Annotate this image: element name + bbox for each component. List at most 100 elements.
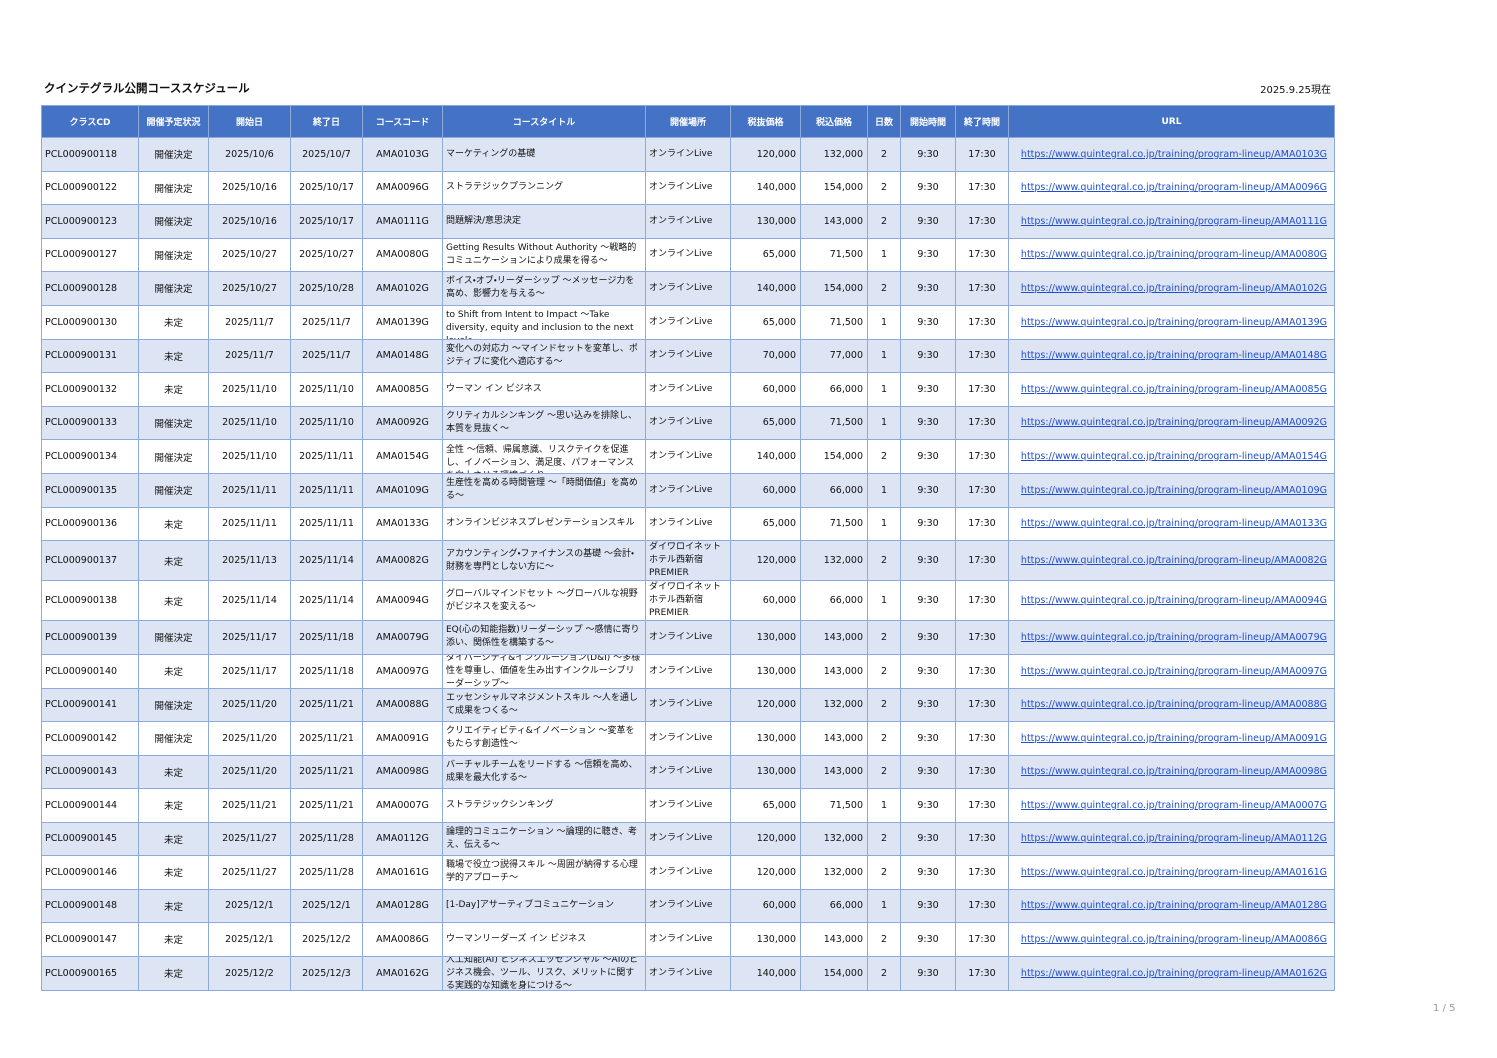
title-cell: [1-Day]アサーティブコミュニケーション — [442, 888, 646, 923]
course-link[interactable]: https://www.quintegral.co.jp/training/pr… — [1020, 833, 1327, 845]
course-link[interactable]: https://www.quintegral.co.jp/training/pr… — [1020, 732, 1327, 744]
course-link[interactable]: https://www.quintegral.co.jp/training/pr… — [1020, 350, 1327, 362]
course-title: [1-Day]アサーティブコミュニケーション — [446, 900, 615, 911]
table-cell: 143,000 — [800, 721, 868, 756]
course-link[interactable]: https://www.quintegral.co.jp/training/pr… — [1020, 316, 1327, 328]
table-cell: 2025/11/20 — [208, 721, 291, 756]
table-cell: PCL000900133 — [41, 405, 139, 440]
course-link[interactable]: https://www.quintegral.co.jp/training/pr… — [1020, 555, 1327, 566]
title-cell: バーチャルチームをリードする ～信頼を高め、成果を最大化する～ — [442, 754, 646, 789]
url-cell: https://www.quintegral.co.jp/training/pr… — [1008, 653, 1335, 689]
table-cell: 1 — [867, 788, 901, 823]
title-cell: ボイス・オブ・リーダーシップ ～メッセージ力を高め、影響力を与える～ — [442, 271, 646, 306]
url-cell: https://www.quintegral.co.jp/training/pr… — [1008, 620, 1335, 655]
course-link[interactable]: https://www.quintegral.co.jp/training/pr… — [1020, 282, 1327, 294]
table-cell: 120,000 — [730, 855, 801, 890]
header-row: クラスCD 開催予定状況 開始日 終了日 コースコード コースタイトル 開催場所 税抜価格 税込… — [41, 105, 1335, 138]
table-cell: 143,000 — [800, 620, 868, 655]
table-cell: 2025/11/7 — [290, 338, 363, 373]
table-cell: AMA0162G — [362, 955, 443, 991]
table-row: PCL000900144 未定 2025/11/21 2025/11/21 AMA000… — [41, 788, 1335, 823]
table-cell: 開催決定 — [138, 620, 209, 655]
table-row: PCL000900165 未定 2025/12/2 2025/12/3 AMA0162G… — [41, 955, 1335, 991]
table-cell: 未定 — [138, 955, 209, 991]
table-cell: 開催決定 — [138, 405, 209, 440]
course-link[interactable]: https://www.quintegral.co.jp/training/pr… — [1020, 799, 1327, 811]
course-link[interactable]: https://www.quintegral.co.jp/training/pr… — [1020, 148, 1327, 160]
table-cell: 143,000 — [800, 754, 868, 789]
course-link[interactable]: https://www.quintegral.co.jp/training/pr… — [1020, 665, 1327, 677]
table-cell: 154,000 — [800, 170, 868, 205]
course-link[interactable]: https://www.quintegral.co.jp/training/pr… — [1020, 631, 1327, 643]
course-title: ストラテジックプランニング — [446, 182, 564, 193]
table-row: PCL000900134 開催決定 2025/11/10 2025/11/11 AMA0… — [41, 439, 1335, 474]
column-header: クラスCD — [41, 105, 139, 138]
table-cell: 65,000 — [730, 506, 801, 541]
table-cell: 17:30 — [955, 237, 1009, 272]
table-cell: 17:30 — [955, 922, 1009, 957]
table-cell: 140,000 — [730, 170, 801, 205]
table-cell: オンラインLive — [645, 821, 731, 856]
table-row: PCL000900133 開催決定 2025/11/10 2025/11/10 AMA0… — [41, 405, 1335, 440]
table-cell: 17:30 — [955, 855, 1009, 890]
table-cell: PCL000900146 — [41, 855, 139, 890]
table-cell: 130,000 — [730, 653, 801, 689]
table-cell: 2025/11/27 — [208, 855, 291, 890]
table-cell: 77,000 — [800, 338, 868, 373]
table-cell: 9:30 — [900, 170, 956, 205]
table-row: PCL000900139 開催決定 2025/11/17 2025/11/18 AMA0… — [41, 620, 1335, 655]
column-header: 開催場所 — [645, 105, 731, 138]
table-cell: 66,000 — [800, 580, 868, 621]
table-cell: 開催決定 — [138, 473, 209, 508]
course-link[interactable]: https://www.quintegral.co.jp/training/pr… — [1020, 182, 1327, 194]
course-link[interactable]: https://www.quintegral.co.jp/training/pr… — [1020, 766, 1327, 778]
table-cell: オンラインLive — [645, 372, 731, 407]
table-cell: PCL000900145 — [41, 821, 139, 856]
table-cell: オンラインLive — [645, 304, 731, 340]
title-cell: ウーマンリーダーズ イン ビジネス — [442, 922, 646, 957]
course-link[interactable]: https://www.quintegral.co.jp/training/pr… — [1020, 967, 1327, 979]
table-cell: オンラインLive — [645, 439, 731, 474]
table-cell: 2025/11/21 — [290, 754, 363, 789]
course-link[interactable]: https://www.quintegral.co.jp/training/pr… — [1020, 215, 1327, 227]
table-cell: AMA0133G — [362, 506, 443, 541]
course-link[interactable]: https://www.quintegral.co.jp/training/pr… — [1020, 595, 1327, 606]
table-cell: 2025/11/17 — [208, 620, 291, 655]
course-link[interactable]: https://www.quintegral.co.jp/training/pr… — [1020, 518, 1327, 530]
table-cell: AMA0103G — [362, 137, 443, 172]
table-cell: 未定 — [138, 540, 209, 581]
table-row: PCL000900145 未定 2025/11/27 2025/11/28 AMA011… — [41, 821, 1335, 856]
table-cell: 17:30 — [955, 721, 1009, 756]
course-link[interactable]: https://www.quintegral.co.jp/training/pr… — [1020, 900, 1327, 912]
course-link[interactable]: https://www.quintegral.co.jp/training/pr… — [1020, 417, 1327, 429]
course-link[interactable]: https://www.quintegral.co.jp/training/pr… — [1020, 249, 1327, 261]
table-cell: 9:30 — [900, 855, 956, 890]
course-link[interactable]: https://www.quintegral.co.jp/training/pr… — [1020, 484, 1327, 496]
table-cell: AMA0098G — [362, 754, 443, 789]
table-cell: 開催決定 — [138, 204, 209, 239]
table-cell: 60,000 — [730, 580, 801, 621]
table-cell: 65,000 — [730, 304, 801, 340]
title-cell: 職場で役立つ説得スキル ～周囲が納得する心理学的アプローチ～ — [442, 855, 646, 890]
table-cell: 132,000 — [800, 687, 868, 722]
course-link[interactable]: https://www.quintegral.co.jp/training/pr… — [1020, 383, 1327, 395]
course-title: クリティカルシンキング ～思い込みを排除し、本質を見抜く～ — [446, 410, 638, 434]
table-cell: PCL000900132 — [41, 372, 139, 407]
table-cell: AMA0161G — [362, 855, 443, 890]
table-cell: 9:30 — [900, 338, 956, 373]
table-cell: 2 — [867, 855, 901, 890]
table-cell: 71,500 — [800, 788, 868, 823]
course-link[interactable]: https://www.quintegral.co.jp/training/pr… — [1020, 699, 1327, 711]
table-cell: 2025/11/10 — [290, 372, 363, 407]
course-title: 職場で役立つ説得スキル ～周囲が納得する心理学的アプローチ～ — [446, 860, 638, 884]
course-link[interactable]: https://www.quintegral.co.jp/training/pr… — [1020, 866, 1327, 878]
course-link[interactable]: https://www.quintegral.co.jp/training/pr… — [1020, 451, 1327, 462]
column-header: URL — [1008, 105, 1335, 138]
table-cell: 130,000 — [730, 620, 801, 655]
table-cell: 132,000 — [800, 540, 868, 581]
table-cell: 2025/10/27 — [208, 271, 291, 306]
table-row: PCL000900118 開催決定 2025/10/6 2025/10/7 AMA010… — [41, 137, 1335, 172]
table-row: PCL000900122 開催決定 2025/10/16 2025/10/17 AMA0… — [41, 170, 1335, 205]
table-cell: PCL000900118 — [41, 137, 139, 172]
course-link[interactable]: https://www.quintegral.co.jp/training/pr… — [1020, 933, 1327, 945]
